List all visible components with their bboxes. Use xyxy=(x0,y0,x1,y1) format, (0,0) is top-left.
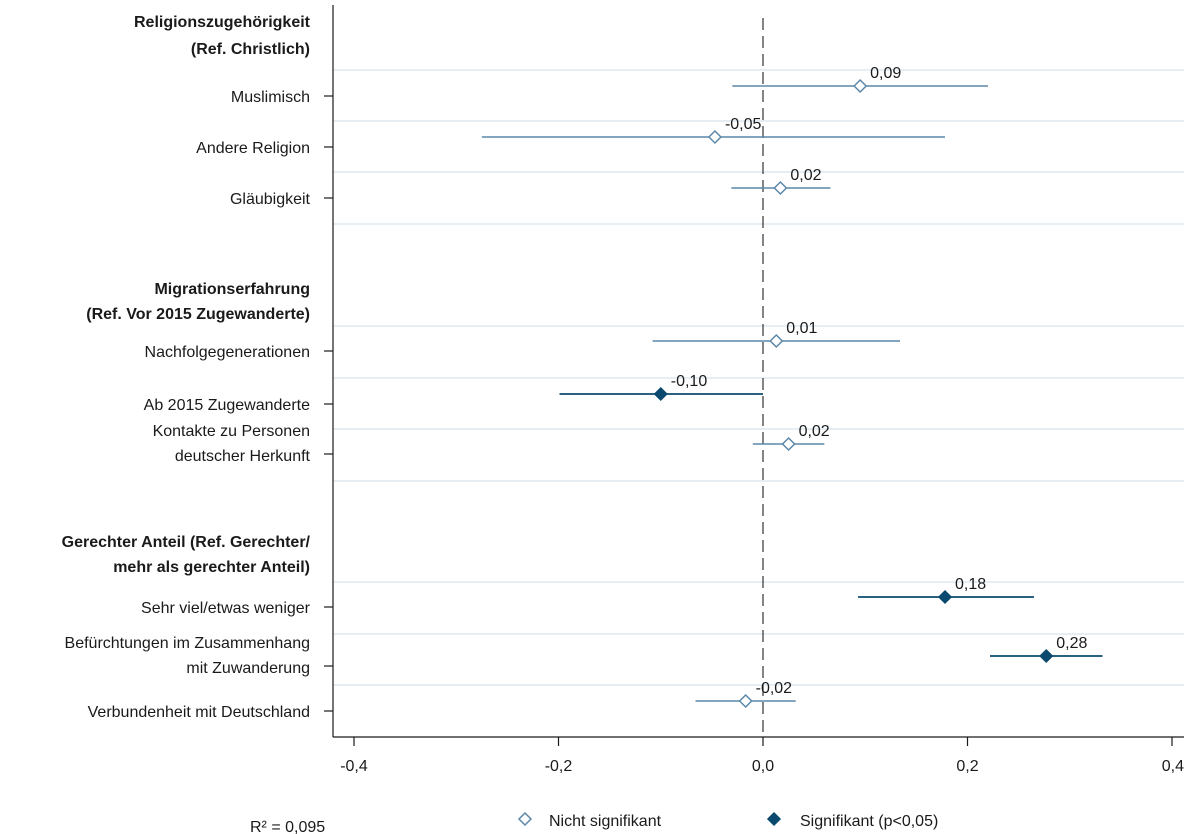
point-nonsignificant xyxy=(853,78,868,94)
data-label: -0,05 xyxy=(725,116,762,133)
x-tick-label: -0,4 xyxy=(340,758,368,775)
legend-layer: R² = 0,095 Nicht signifikant Signifikant (… xyxy=(250,811,938,834)
variable-label: Kontakte zu Personen xyxy=(153,423,310,440)
legend-nonsig-label: Nicht signifikant xyxy=(549,813,662,830)
data-label: -0,10 xyxy=(671,373,708,390)
variable-label: Muslimisch xyxy=(231,89,310,106)
x-tick-label: -0,2 xyxy=(545,758,573,775)
variable-label: Verbundenheit mit Deutschland xyxy=(88,704,310,721)
label-layer: Religionszugehörigkeit (Ref. Christlich) M… xyxy=(62,14,311,721)
data-label: 0,18 xyxy=(955,576,986,593)
r-squared-note: R² = 0,095 xyxy=(250,819,325,834)
variable-label: mit Zuwanderung xyxy=(186,660,310,677)
variable-label: Befürchtungen im Zusammenhang xyxy=(65,635,310,652)
variable-label: Ab 2015 Zugewanderte xyxy=(144,397,310,414)
legend-sig-label: Signifikant (p<0,05) xyxy=(800,813,938,830)
point-nonsignificant xyxy=(769,333,784,349)
group-header: Migrationserfahrung xyxy=(154,281,310,298)
variable-label: deutscher Herkunft xyxy=(175,448,311,465)
point-significant xyxy=(1039,648,1054,664)
axis-layer: -0,4 -0,2 0,0 0,2 0,4 xyxy=(324,5,1184,775)
grid-layer xyxy=(333,69,1184,686)
data-label: 0,01 xyxy=(786,320,817,337)
point-nonsignificant xyxy=(773,180,788,196)
variable-label: Andere Religion xyxy=(196,140,310,157)
group-header: (Ref. Vor 2015 Zugewanderte) xyxy=(86,306,310,323)
data-label: -0,02 xyxy=(756,680,793,697)
group-header: (Ref. Christlich) xyxy=(191,41,310,58)
group-header: mehr als gerechter Anteil) xyxy=(113,559,310,576)
group-header: Gerechter Anteil (Ref. Gerechter/ xyxy=(62,534,311,551)
point-nonsignificant xyxy=(707,129,723,145)
point-nonsignificant xyxy=(738,693,753,709)
point-significant xyxy=(653,386,668,402)
data-label: 0,09 xyxy=(870,65,901,82)
x-tick-label: 0,2 xyxy=(956,758,978,775)
data-label: 0,02 xyxy=(790,167,821,184)
variable-label: Gläubigkeit xyxy=(230,191,311,208)
legend-sig-symbol xyxy=(766,811,782,827)
data-label: 0,28 xyxy=(1056,635,1087,652)
data-label: 0,02 xyxy=(799,423,830,440)
x-tick-label: 0,4 xyxy=(1162,758,1184,775)
variable-label: Sehr viel/etwas weniger xyxy=(141,600,311,617)
legend-nonsig-symbol xyxy=(517,811,533,827)
point-significant xyxy=(937,589,953,605)
x-tick-label: 0,0 xyxy=(752,758,774,775)
group-header: Religionszugehörigkeit xyxy=(134,14,311,31)
point-nonsignificant xyxy=(781,436,796,452)
variable-label: Nachfolgegenerationen xyxy=(145,344,310,361)
mark-layer: 0,09 -0,05 0,02 0,01 -0,10 0,02 0,18 0,28 -0,02 xyxy=(481,65,1103,709)
